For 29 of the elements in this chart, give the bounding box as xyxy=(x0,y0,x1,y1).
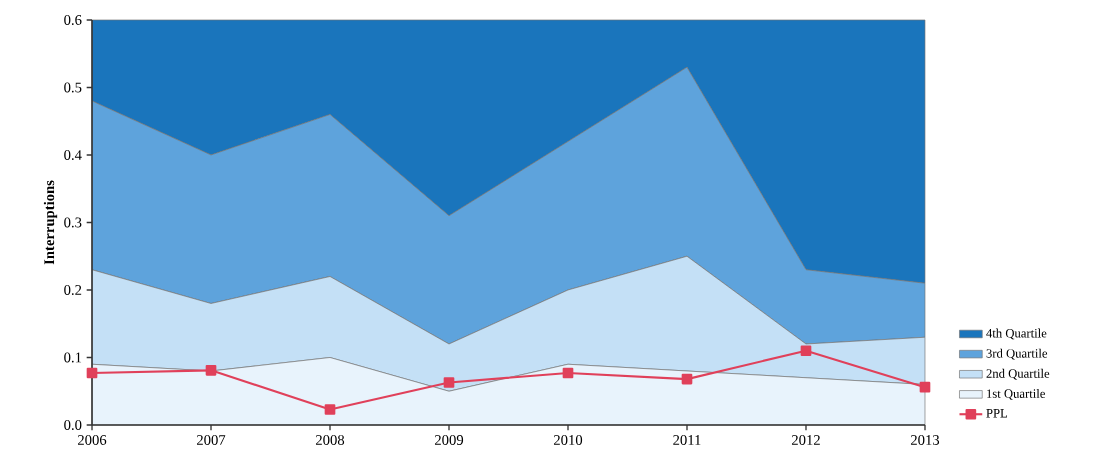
x-tick-label: 2013 xyxy=(910,435,940,445)
legend-label: 2nd Quartile xyxy=(986,368,1050,380)
y-tick-label: 0.5 xyxy=(64,82,82,93)
y-tick-label: 0.2 xyxy=(64,285,82,295)
y-tick-label: 0.6 xyxy=(64,15,82,25)
x-tick-label: 2007 xyxy=(196,435,226,445)
legend-label: PPL xyxy=(986,409,1008,418)
point xyxy=(562,367,574,379)
x-tick-label: 2011 xyxy=(673,435,701,445)
x-tick-label: 2010 xyxy=(553,435,583,445)
point xyxy=(681,373,693,385)
x-tick-label: 2009 xyxy=(434,435,464,445)
point xyxy=(205,364,217,376)
point xyxy=(443,377,455,388)
point xyxy=(324,404,336,415)
x-tick-label: 2006 xyxy=(77,435,107,445)
point xyxy=(800,345,812,357)
x-tick-label: 2012 xyxy=(791,435,820,445)
y-tick-label: 0.3 xyxy=(64,217,82,228)
y-axis-title: Interruptions xyxy=(43,180,58,265)
legend-label: 4th Quartile xyxy=(986,328,1047,340)
point xyxy=(86,367,98,379)
x-tick-label: 2008 xyxy=(315,435,345,445)
legend-label: 3rd Quartile xyxy=(986,348,1048,360)
y-tick-label: 0.4 xyxy=(64,150,82,160)
y-tick-label: 0.0 xyxy=(64,420,82,430)
y-tick-label: 0.1 xyxy=(64,352,82,363)
point xyxy=(919,381,931,393)
legend-label: 1st Quartile xyxy=(987,388,1045,400)
